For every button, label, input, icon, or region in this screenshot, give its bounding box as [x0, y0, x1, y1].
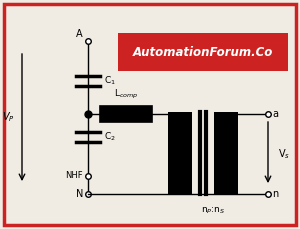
- Bar: [100, 106, 152, 122]
- Bar: [168, 112, 192, 194]
- Text: NHF: NHF: [65, 172, 83, 180]
- Text: C$_1$: C$_1$: [104, 75, 116, 87]
- Text: AutomationForum.Co: AutomationForum.Co: [133, 46, 273, 58]
- Text: C$_2$: C$_2$: [104, 131, 116, 143]
- Text: N: N: [76, 189, 83, 199]
- Text: n: n: [272, 189, 278, 199]
- Bar: [118, 33, 288, 71]
- Text: A: A: [76, 29, 83, 39]
- Text: V$_P$: V$_P$: [2, 111, 15, 124]
- Text: L$_{comp}$: L$_{comp}$: [114, 88, 138, 101]
- Text: n$_P$:n$_S$: n$_P$:n$_S$: [201, 206, 225, 216]
- Bar: [214, 112, 238, 194]
- Text: V$_s$: V$_s$: [278, 147, 290, 161]
- Text: a: a: [272, 109, 278, 119]
